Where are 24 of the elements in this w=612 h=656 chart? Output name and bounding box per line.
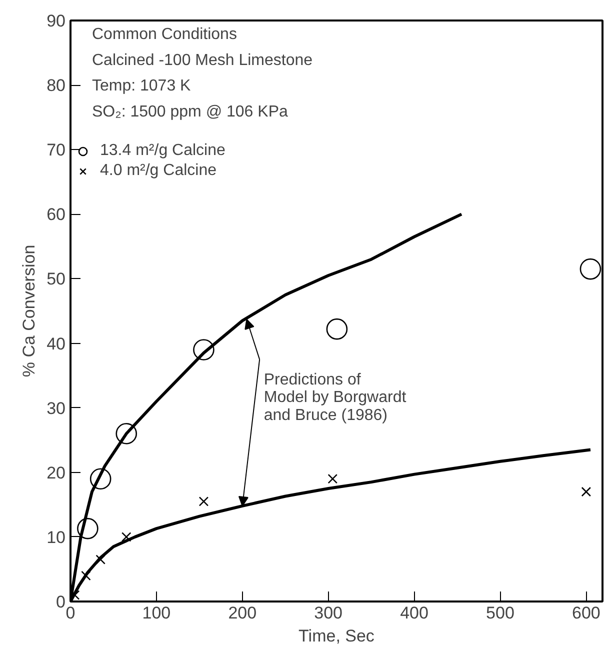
y-tick-label: 10 (46, 528, 66, 547)
annotation: SO₂: 1500 ppm @ 106 KPa (92, 104, 288, 121)
x-tick-label: 200 (228, 604, 257, 622)
y-tick-label: 70 (46, 140, 66, 160)
x-tick-label: 400 (400, 604, 428, 622)
y-tick-label: 50 (46, 270, 66, 289)
y-tick-label: 40 (46, 334, 66, 354)
x-axis-title: Time, Sec (298, 626, 375, 646)
legend-label: 13.4 m²/g Calcine (100, 142, 226, 160)
annotation: Calcined -100 Mesh Limestone (92, 52, 313, 69)
legend-label: 4.0 m²/g Calcine (100, 162, 216, 180)
annotation: Predictions of Model by Borgwardt and Bruce (1986) (264, 371, 407, 424)
y-tick-label: 90 (46, 12, 66, 30)
annotation: Temp: 1073 K (92, 78, 192, 95)
x-tick-label: 300 (314, 604, 343, 622)
x-tick-label: 100 (142, 604, 171, 622)
x-tick-label: 600 (572, 604, 600, 622)
y-axis-title: % Ca Conversion (20, 244, 39, 378)
y-tick-label: 20 (46, 463, 66, 482)
y-tick-label: 60 (46, 205, 66, 224)
y-tick-label: 30 (46, 398, 66, 418)
legend-title: Common Conditions (92, 26, 237, 44)
x-tick-label: 500 (486, 604, 514, 622)
y-tick-label: 80 (46, 76, 66, 96)
